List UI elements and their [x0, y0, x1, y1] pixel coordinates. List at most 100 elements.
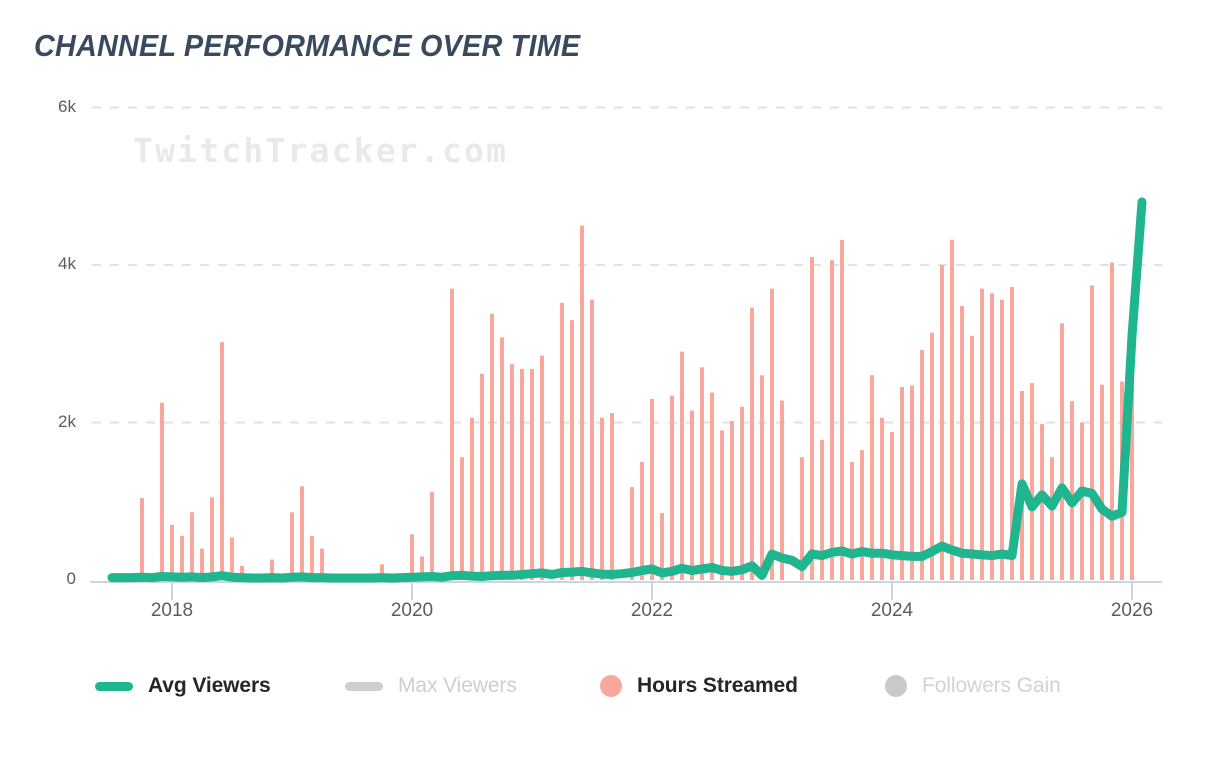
- bar[interactable]: [910, 385, 914, 580]
- bar[interactable]: [830, 260, 834, 580]
- bar[interactable]: [510, 364, 514, 580]
- line-series-avg-viewers[interactable]: [107, 197, 1147, 583]
- bar[interactable]: [760, 375, 764, 580]
- bar[interactable]: [430, 491, 434, 580]
- bar[interactable]: [500, 337, 504, 580]
- bar[interactable]: [1050, 457, 1054, 580]
- bar[interactable]: [1110, 262, 1114, 580]
- bar[interactable]: [730, 420, 734, 580]
- bar[interactable]: [520, 368, 524, 580]
- page-title: CHANNEL PERFORMANCE OVER TIME: [34, 28, 581, 63]
- bar[interactable]: [320, 548, 324, 581]
- bar[interactable]: [240, 565, 244, 580]
- x-tick-label: 2024: [870, 600, 914, 621]
- bar[interactable]: [290, 512, 294, 580]
- bar[interactable]: [890, 431, 894, 580]
- bar[interactable]: [610, 413, 614, 580]
- bar[interactable]: [1090, 285, 1094, 580]
- bar[interactable]: [740, 406, 744, 580]
- bar[interactable]: [1070, 401, 1074, 580]
- bar[interactable]: [300, 486, 304, 580]
- bar[interactable]: [200, 548, 204, 581]
- bar[interactable]: [940, 265, 944, 580]
- bar[interactable]: [900, 387, 904, 580]
- watermark-label: TwitchTracker.com: [133, 131, 509, 170]
- legend-dot-icon: [885, 675, 907, 697]
- bar[interactable]: [810, 257, 814, 580]
- legend-item-hours-streamed[interactable]: Hours Streamed: [600, 674, 798, 698]
- bar[interactable]: [950, 239, 954, 581]
- y-tick-label: 2k: [58, 411, 76, 431]
- bar[interactable]: [180, 535, 184, 580]
- bar[interactable]: [170, 524, 174, 580]
- bar[interactable]: [800, 457, 804, 580]
- bar[interactable]: [310, 535, 314, 580]
- legend-item-avg-viewers[interactable]: Avg Viewers: [95, 674, 271, 698]
- bar[interactable]: [210, 497, 214, 580]
- bar[interactable]: [630, 487, 634, 580]
- bar[interactable]: [1030, 383, 1034, 580]
- bar[interactable]: [820, 439, 824, 580]
- legend-item-label: Hours Streamed: [637, 674, 798, 697]
- legend-line-icon: [95, 681, 133, 691]
- x-tick-label: 2018: [150, 600, 194, 621]
- bar[interactable]: [1040, 424, 1044, 580]
- bar[interactable]: [450, 288, 454, 580]
- legend-item-label: Max Viewers: [398, 674, 517, 697]
- bar[interactable]: [160, 402, 164, 580]
- bar[interactable]: [590, 299, 594, 580]
- bar[interactable]: [640, 461, 644, 580]
- bar[interactable]: [860, 450, 864, 580]
- bar[interactable]: [750, 307, 754, 580]
- bar[interactable]: [980, 288, 984, 580]
- bar[interactable]: [530, 368, 534, 580]
- bar[interactable]: [140, 498, 144, 580]
- bar[interactable]: [930, 332, 934, 580]
- bar[interactable]: [1060, 323, 1064, 580]
- bar[interactable]: [220, 342, 224, 580]
- bar[interactable]: [1080, 422, 1084, 581]
- bar[interactable]: [380, 564, 384, 580]
- bar[interactable]: [540, 355, 544, 580]
- bar[interactable]: [190, 512, 194, 580]
- bar[interactable]: [850, 461, 854, 580]
- bar[interactable]: [270, 559, 274, 580]
- bar[interactable]: [1000, 299, 1004, 580]
- legend-item-label: Avg Viewers: [148, 674, 271, 697]
- bar[interactable]: [770, 288, 774, 580]
- bar[interactable]: [1130, 375, 1134, 580]
- bar[interactable]: [660, 513, 664, 580]
- bar[interactable]: [990, 293, 994, 580]
- legend-item-max-viewers[interactable]: Max Viewers: [345, 674, 517, 698]
- bar[interactable]: [480, 373, 484, 580]
- bar[interactable]: [670, 395, 674, 580]
- bar[interactable]: [970, 335, 974, 580]
- bar[interactable]: [680, 351, 684, 580]
- bar[interactable]: [1100, 384, 1104, 580]
- bar[interactable]: [840, 239, 844, 581]
- bar[interactable]: [420, 556, 424, 580]
- bar[interactable]: [720, 430, 724, 580]
- bar[interactable]: [690, 410, 694, 580]
- bar-series-hours-streamed: [140, 225, 1134, 581]
- bar[interactable]: [780, 400, 784, 580]
- bar[interactable]: [880, 417, 884, 580]
- bar[interactable]: [960, 305, 964, 580]
- bar[interactable]: [700, 367, 704, 580]
- bar[interactable]: [920, 350, 924, 580]
- bar[interactable]: [410, 534, 414, 580]
- bar[interactable]: [460, 457, 464, 580]
- bar[interactable]: [570, 320, 574, 580]
- bar[interactable]: [1010, 287, 1014, 580]
- legend-item-followers-gain[interactable]: Followers Gain: [885, 674, 1061, 698]
- bar[interactable]: [470, 417, 474, 580]
- bar[interactable]: [490, 313, 494, 580]
- bar[interactable]: [710, 392, 714, 580]
- bar[interactable]: [650, 398, 654, 580]
- bar[interactable]: [230, 537, 234, 580]
- bar[interactable]: [870, 375, 874, 580]
- bar[interactable]: [600, 417, 604, 580]
- bar[interactable]: [560, 302, 564, 580]
- bar[interactable]: [580, 225, 584, 580]
